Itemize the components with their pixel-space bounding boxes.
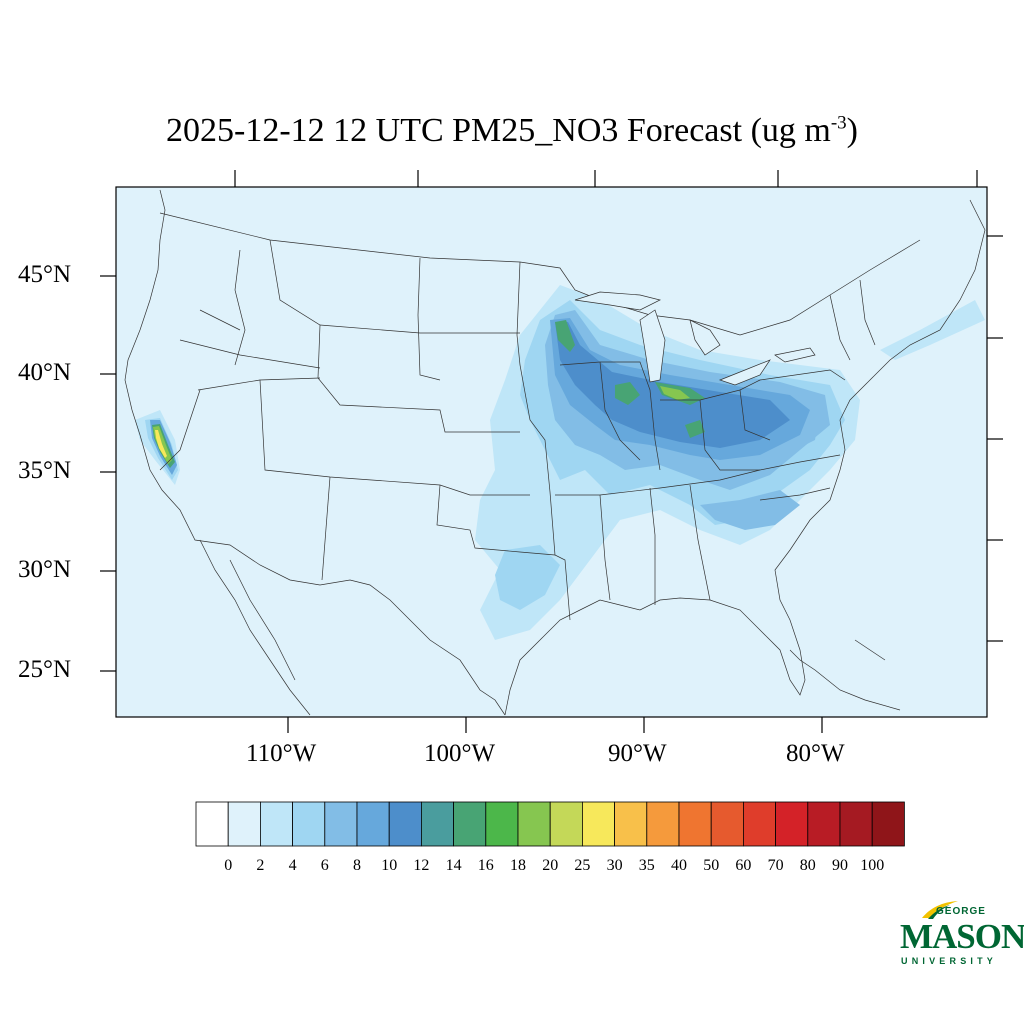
colorbar-swatch: [388, 801, 422, 847]
gmu-logo: GEORGE MASON UNIVERSITY: [898, 900, 1024, 970]
colorbar-tick-label: 70: [767, 857, 784, 874]
lat-label-40n: 40°N: [18, 359, 72, 386]
colorbar-swatch: [485, 801, 519, 847]
field-level-20-25-il: [660, 386, 690, 400]
colorbar-swatch: [710, 801, 744, 847]
lat-label-45n: 45°N: [18, 261, 72, 288]
colorbar-tick-label: 50: [703, 857, 720, 874]
lon-label-110w: 110°W: [246, 740, 317, 767]
colorbar-swatch: [453, 801, 487, 847]
field-level-4-6-south: [495, 545, 560, 610]
field-level-6-8-se: [700, 490, 800, 530]
colorbar-swatch: [807, 801, 841, 847]
lon-label-80w: 80°W: [786, 740, 845, 767]
colorbar-swatch: [195, 801, 229, 847]
colorbar-tick-label: 2: [256, 857, 265, 874]
logo-line-university: UNIVERSITY: [901, 956, 998, 966]
logo-line-mason: MASON: [900, 917, 1024, 956]
colorbar-swatch: [420, 801, 454, 847]
colorbar-swatch: [775, 801, 809, 847]
colorbar-swatch: [549, 801, 583, 847]
concentration-field: [135, 285, 985, 640]
lat-label-35n: 35°N: [18, 457, 72, 484]
logo-swoosh-icon: [922, 901, 958, 919]
colorbar-tick-label: 90: [832, 857, 848, 874]
colorbar-tick-label: 14: [445, 857, 462, 874]
colorbar-tick-label: 4: [288, 857, 297, 874]
colorbar-swatch: [743, 801, 777, 847]
colorbar-swatch: [678, 801, 712, 847]
colorbar-swatch: [356, 801, 390, 847]
colorbar-tick-label: 6: [320, 857, 329, 874]
colorbar-tick-label: 20: [542, 857, 559, 874]
field-level-16-18-b: [615, 382, 640, 405]
lon-label-100w: 100°W: [424, 740, 496, 767]
state-boundaries: [124, 189, 986, 716]
colorbar-swatch: [614, 801, 648, 847]
lat-label-25n: 25°N: [18, 656, 72, 683]
field-level-30-ca: [155, 430, 167, 458]
colorbar-tick-label: 18: [510, 857, 526, 874]
logo-line-george: GEORGE: [936, 906, 986, 917]
field-level-2-4-east: [880, 300, 985, 360]
chart-title: 2025-12-12 12 UTC PM25_NO3 Forecast (ug …: [166, 112, 858, 149]
colorbar-tick-label: 35: [638, 857, 655, 874]
colorbar-tick-label: 25: [574, 857, 591, 874]
colorbar-swatch: [839, 801, 873, 847]
colorbar-tick-label: 60: [735, 857, 752, 874]
colorbar-tick-label: 80: [799, 857, 816, 874]
colorbar-tick-label: 12: [413, 857, 430, 874]
colorbar-tick-label: 16: [477, 857, 494, 874]
colorbar-swatch: [292, 801, 326, 847]
colorbar-swatch: [260, 801, 294, 847]
colorbar: [195, 801, 905, 847]
colorbar-tick-label: 0: [224, 857, 233, 874]
lat-label-30n: 30°N: [18, 556, 72, 583]
axis-ticks: [100, 170, 1003, 733]
colorbar-tick-label: 8: [353, 857, 361, 874]
colorbar-swatch: [871, 801, 905, 847]
field-level-16-18-a: [555, 320, 575, 352]
colorbar-swatch: [227, 801, 261, 847]
colorbar-tick-label: 30: [606, 857, 623, 874]
colorbar-swatch: [646, 801, 680, 847]
colorbar-swatch: [517, 801, 551, 847]
colorbar-swatch: [581, 801, 615, 847]
colorbar-swatch: [324, 801, 358, 847]
colorbar-tick-label: 10: [381, 857, 398, 874]
colorbar-tick-label: 100: [860, 857, 885, 874]
colorbar-tick-label: 40: [671, 857, 687, 874]
lon-label-90w: 90°W: [608, 740, 667, 767]
field-level-16-18-d: [685, 420, 705, 438]
